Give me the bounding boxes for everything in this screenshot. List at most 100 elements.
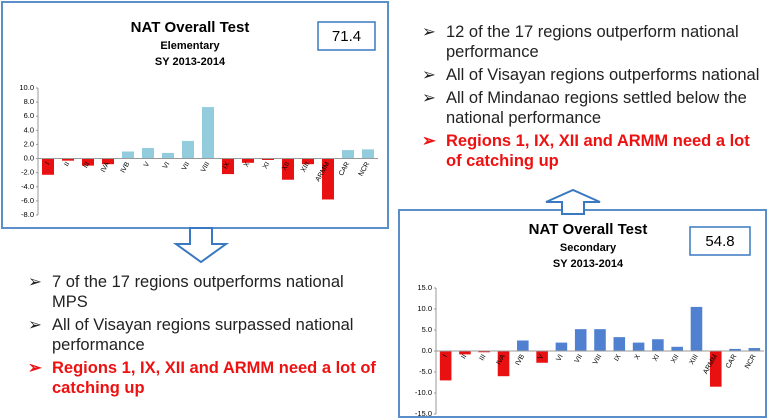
y-tick-label: 0.0: [422, 346, 432, 355]
chart-title: NAT Overall Test: [529, 221, 648, 238]
bar: [459, 351, 471, 355]
mps-box: [689, 226, 751, 256]
bar: [536, 351, 548, 363]
bar: [182, 140, 194, 159]
y-tick-label: -6.0: [21, 196, 34, 205]
left-bullets: 7 of the 17 regions outperforms national…: [28, 272, 378, 401]
y-tick-label: -2.0: [21, 168, 34, 177]
x-tick-label: VIII: [200, 161, 211, 174]
x-tick-label: I: [442, 353, 449, 358]
x-tick-label: III: [479, 353, 488, 362]
bullet: 7 of the 17 regions outperforms national…: [28, 272, 378, 312]
x-tick-label: III: [82, 161, 91, 170]
bar: [322, 158, 334, 200]
bar: [122, 151, 134, 159]
x-tick-label: VII: [574, 353, 584, 364]
bar: [262, 158, 274, 160]
x-tick-label: NCR: [358, 161, 372, 178]
y-tick-label: 6.0: [24, 111, 34, 120]
y-tick-label: 10.0: [19, 83, 34, 92]
x-tick-label: CAR: [338, 161, 351, 177]
up-arrow: [545, 188, 601, 215]
x-tick-label: X: [634, 353, 643, 361]
bar: [342, 150, 354, 159]
bar: [82, 158, 94, 166]
bullet: Regions 1, IX, XII and ARMM need a lot o…: [28, 358, 378, 398]
y-tick-label: 10.0: [417, 304, 432, 313]
bar: [202, 107, 214, 159]
x-tick-label: XI: [652, 353, 661, 362]
x-tick-label: VIII: [592, 353, 603, 366]
bar: [729, 348, 741, 351]
bar: [162, 152, 174, 159]
x-tick-label: XII: [281, 161, 291, 172]
bar: [690, 306, 703, 351]
bar: [594, 329, 606, 351]
x-tick-label: VI: [555, 353, 564, 362]
x-tick-label: CAR: [725, 353, 738, 369]
bar: [613, 337, 626, 351]
x-tick-label: IX: [613, 353, 623, 363]
bar: [102, 158, 114, 165]
bar: [652, 339, 664, 351]
chart-period: SY 2013-2014: [155, 56, 226, 68]
y-tick-label: 2.0: [24, 139, 34, 148]
bullet: All of Visayan regions outperforms natio…: [422, 65, 762, 85]
x-tick-label: XI: [262, 161, 271, 170]
x-tick-label: VII: [181, 161, 191, 172]
x-tick-label: XII: [670, 353, 680, 364]
x-tick-label: IVA: [100, 161, 112, 174]
bar: [632, 342, 645, 351]
y-tick-label: 5.0: [422, 325, 432, 334]
x-tick-label: V: [143, 161, 152, 169]
bar: [362, 149, 374, 159]
x-tick-label: NCR: [744, 353, 758, 370]
bar: [222, 158, 234, 175]
bar: [478, 351, 491, 353]
bullet: 12 of the 17 regions outperform national…: [422, 22, 762, 62]
mps-value: 71.4: [332, 28, 361, 45]
bar: [574, 329, 587, 351]
chart-subtitle: Elementary: [160, 40, 220, 52]
mps-box: [317, 21, 376, 51]
bar: [555, 342, 568, 351]
x-tick-label: IVB: [120, 161, 132, 175]
x-tick-label: XIII: [300, 161, 311, 174]
bar: [709, 351, 722, 387]
chart-period: SY 2013-2014: [553, 258, 624, 270]
x-tick-label: II: [63, 161, 71, 168]
y-tick-label: -8.0: [21, 210, 34, 219]
x-tick-label: V: [537, 353, 546, 361]
bar: [302, 158, 314, 165]
y-tick-label: -5.0: [419, 367, 432, 376]
y-tick-label: -4.0: [21, 182, 34, 191]
bar: [439, 351, 452, 381]
right-bullets: 12 of the 17 regions outperform national…: [422, 22, 762, 174]
bullet: Regions 1, IX, XII and ARMM need a lot o…: [422, 131, 762, 171]
bar: [142, 147, 154, 159]
chart-subtitle: Secondary: [560, 242, 617, 254]
bar: [42, 158, 54, 175]
y-tick-label: 0.0: [24, 154, 34, 163]
x-tick-label: VI: [162, 161, 171, 170]
x-tick-label: IVB: [514, 353, 526, 367]
x-tick-label: IVA: [495, 353, 507, 366]
bar: [242, 158, 254, 163]
x-tick-label: XIII: [688, 353, 699, 366]
x-tick-label: IX: [222, 161, 232, 171]
y-tick-label: 4.0: [24, 125, 34, 134]
y-tick-label: 8.0: [24, 97, 34, 106]
x-tick-label: X: [243, 161, 252, 169]
bar: [517, 340, 529, 351]
y-tick-label: 15.0: [417, 283, 432, 292]
bar: [282, 158, 294, 180]
down-arrow: [172, 227, 230, 264]
x-tick-label: II: [460, 353, 468, 360]
bar: [748, 348, 761, 351]
y-tick-label: -10.0: [415, 388, 432, 397]
bar: [497, 351, 510, 377]
chart-title: NAT Overall Test: [131, 19, 250, 36]
bullet: All of Visayan regions surpassed nationa…: [28, 315, 378, 355]
